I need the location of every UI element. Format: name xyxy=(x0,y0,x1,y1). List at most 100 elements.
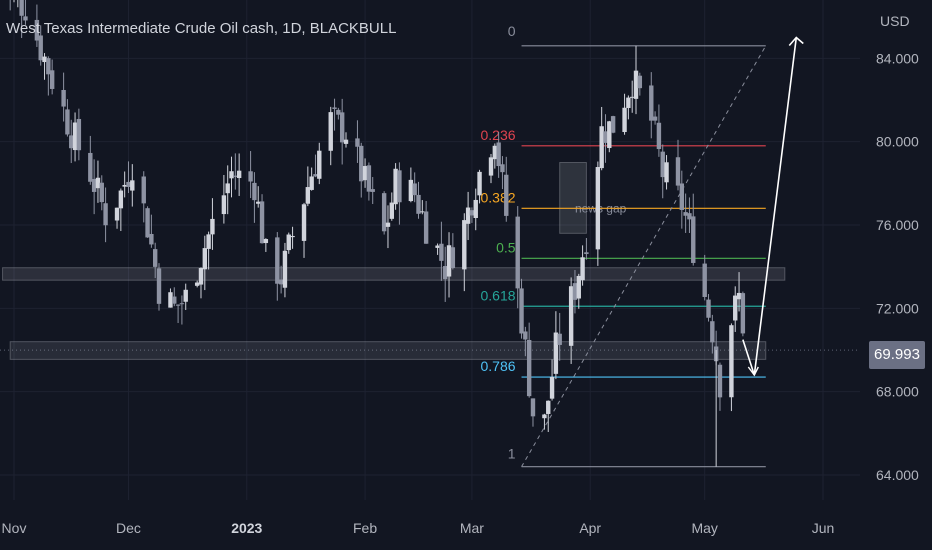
candle-body xyxy=(236,170,242,179)
candle-body xyxy=(439,243,444,261)
candle-body xyxy=(584,252,589,255)
candle-body xyxy=(172,296,177,304)
candle-body xyxy=(317,150,322,179)
candle-body xyxy=(500,164,505,173)
candle-body xyxy=(389,202,394,219)
support-zones: news gap xyxy=(2,162,786,360)
candle-body xyxy=(370,189,375,192)
candle-body xyxy=(412,183,417,196)
candle-body xyxy=(34,19,40,41)
candle-body xyxy=(282,250,288,288)
candle-body xyxy=(275,237,280,284)
candle-body xyxy=(118,190,124,209)
candle-body xyxy=(175,304,181,306)
candle-body xyxy=(706,299,711,318)
candle-body xyxy=(629,96,635,98)
candle-body xyxy=(362,166,368,181)
candle-body xyxy=(233,175,238,177)
x-tick-label: Nov xyxy=(2,520,27,536)
last-price-tag: 69.993 xyxy=(869,341,925,369)
candle-body xyxy=(42,56,47,63)
candle-body xyxy=(488,157,494,176)
candle-body xyxy=(381,193,387,232)
candle-body xyxy=(423,211,429,244)
fib-trend-line xyxy=(521,45,767,467)
time-axis: Nov Dec 2023 Feb Mar Apr May Jun xyxy=(2,520,835,536)
candle-body xyxy=(599,126,604,169)
x-tick-label: Mar xyxy=(460,520,484,536)
candle-body xyxy=(141,176,146,204)
candle-body xyxy=(152,249,158,267)
candle-body xyxy=(332,107,337,109)
candle-body xyxy=(687,213,692,220)
x-tick-label: Feb xyxy=(353,520,377,536)
candle-body xyxy=(278,279,284,285)
candle-body xyxy=(290,235,295,238)
candle-body xyxy=(305,187,311,204)
candle-body xyxy=(637,75,643,89)
candle-body xyxy=(542,414,547,419)
candle-body xyxy=(523,331,528,340)
candle-body xyxy=(679,183,685,210)
candle-body xyxy=(23,16,28,21)
candle-body xyxy=(519,288,524,334)
candle-body xyxy=(301,204,307,241)
candle-body xyxy=(65,109,70,135)
candle-body xyxy=(210,218,215,235)
candle-body xyxy=(286,234,291,251)
candle-body xyxy=(252,182,257,201)
trend-drawings xyxy=(742,36,804,377)
candle-body xyxy=(622,107,627,133)
fib-level-label: 0 xyxy=(508,23,516,39)
candle-body xyxy=(546,400,551,414)
candle-body xyxy=(652,116,658,121)
candle-body xyxy=(61,89,66,107)
candle-body xyxy=(328,112,333,151)
candle-body xyxy=(336,109,341,115)
y-tick-label: 64.000 xyxy=(876,467,919,483)
fib-level-label: 0.618 xyxy=(480,287,515,303)
candle-body xyxy=(19,0,24,16)
candle-body xyxy=(366,165,372,192)
candle-body xyxy=(114,207,120,221)
candle-body xyxy=(675,157,681,186)
candle-body xyxy=(69,135,74,149)
candle-body xyxy=(259,201,265,244)
candle-body xyxy=(229,171,234,179)
fibonacci-retracement: 0 0.236 0.382 0.5 0.618 0.786 1 xyxy=(480,23,767,468)
candle-body xyxy=(126,181,131,187)
candle-body xyxy=(702,263,707,297)
candle-body xyxy=(660,151,665,178)
candle-body xyxy=(649,85,654,121)
y-tick-label: 76.000 xyxy=(876,217,919,233)
candle-body xyxy=(717,364,723,398)
candle-body xyxy=(206,234,211,249)
candle-body xyxy=(256,201,261,204)
candle-body xyxy=(450,247,456,269)
fib-level-label: 0.5 xyxy=(496,239,516,255)
candle-body xyxy=(202,248,208,270)
candle-body xyxy=(595,167,601,250)
currency-label: USD xyxy=(880,13,910,29)
candlestick-series xyxy=(9,0,746,467)
candle-body xyxy=(733,295,738,321)
candle-body xyxy=(664,162,669,183)
x-tick-label: May xyxy=(691,520,717,536)
candle-body xyxy=(515,216,520,289)
x-tick-label: Dec xyxy=(116,520,141,536)
candle-body xyxy=(149,233,154,245)
candle-body xyxy=(607,121,612,149)
candle-body xyxy=(198,268,204,285)
support-zone xyxy=(9,341,767,360)
candle-body xyxy=(496,142,501,167)
candle-body xyxy=(549,376,555,399)
candle-body xyxy=(408,179,414,202)
candle-body xyxy=(462,220,467,270)
candle-body xyxy=(473,199,478,219)
candle-body xyxy=(221,195,227,215)
candle-body xyxy=(576,275,581,299)
fib-level-label: 0.382 xyxy=(480,189,515,205)
candle-body xyxy=(710,321,715,343)
candle-body xyxy=(656,122,662,150)
